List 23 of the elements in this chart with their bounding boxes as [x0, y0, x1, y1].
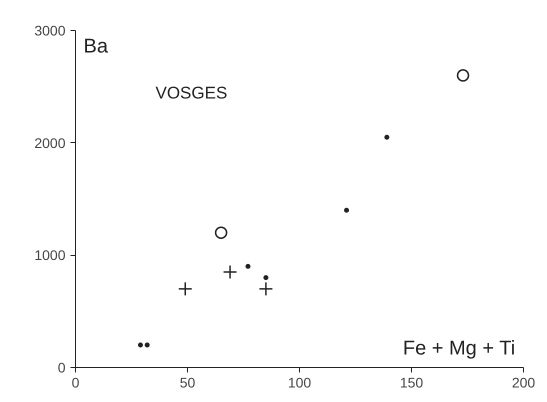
- x-tick-label: 50: [180, 374, 196, 390]
- point: [258, 282, 274, 296]
- y-tick-label: 2000: [34, 134, 66, 151]
- point: [456, 69, 470, 82]
- point: [138, 342, 143, 348]
- y-tick-label: 0: [58, 360, 66, 376]
- point: [178, 282, 193, 296]
- point: [263, 275, 268, 280]
- point: [214, 226, 228, 239]
- x-tick-label: 100: [288, 374, 312, 390]
- point: [222, 264, 238, 280]
- x-axis-title: Fe + Mg + Ti: [402, 338, 516, 360]
- point: [144, 342, 150, 348]
- point: [344, 208, 350, 213]
- x-tick-label: 150: [400, 374, 424, 390]
- y-tick-label: 1000: [34, 247, 66, 264]
- x-tick-label: 0: [72, 374, 80, 390]
- x-tick-label: 200: [512, 374, 536, 390]
- text: VOSGES: [156, 84, 228, 102]
- y-tick-label: 3000: [34, 22, 66, 38]
- y-axis-title: Ba: [84, 36, 109, 58]
- point: [245, 264, 250, 269]
- point: [384, 134, 390, 140]
